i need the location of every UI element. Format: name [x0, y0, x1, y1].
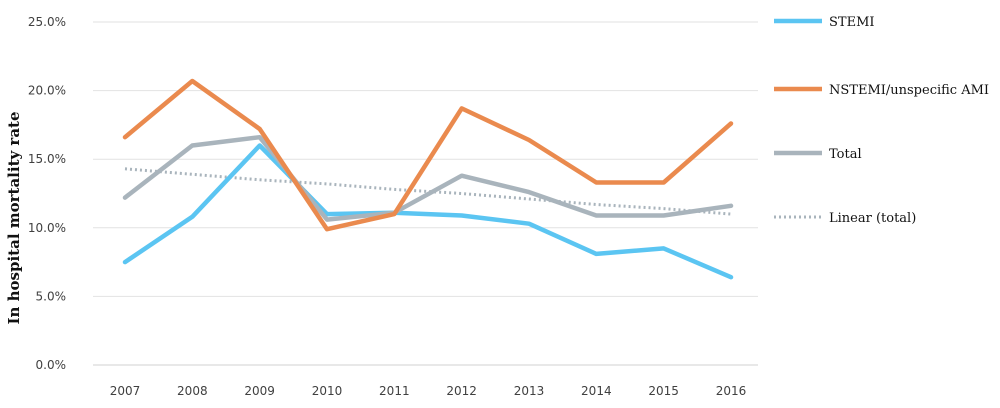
series-line-nstemi-unspecific-ami	[122, 78, 734, 232]
y-tick-label: 10.0%	[28, 221, 66, 235]
legend: STEMI NSTEMI/unspecific AMI Total Linear (t…	[774, 15, 989, 226]
x-tick-label: 2013	[514, 384, 545, 398]
x-tick-label: 2008	[177, 384, 208, 398]
y-tick-label: 5.0%	[36, 289, 67, 303]
legend-label: Total	[829, 147, 862, 162]
x-tick-label: 2009	[244, 384, 275, 398]
series-line-stemi	[122, 143, 734, 280]
legend-label: STEMI	[829, 15, 875, 30]
y-tick-label: 0.0%	[36, 358, 67, 372]
y-axis-title: In hospital mortality rate	[5, 111, 23, 324]
y-tick-label: 15.0%	[28, 152, 66, 166]
x-tick-label: 2012	[446, 384, 477, 398]
x-tick-label: 2015	[648, 384, 679, 398]
y-tick-label: 25.0%	[28, 15, 66, 29]
x-tick-label: 2014	[581, 384, 612, 398]
y-axis-ticks: 0.0% 5.0% 10.0% 15.0% 20.0% 25.0%	[28, 15, 66, 372]
x-tick-label: 2007	[110, 384, 141, 398]
x-tick-label: 2010	[312, 384, 343, 398]
x-tick-label: 2016	[716, 384, 747, 398]
x-tick-label: 2011	[379, 384, 410, 398]
series-line-linear-total	[124, 167, 732, 216]
series-line-total	[122, 134, 734, 222]
x-axis-ticks: 2007 2008 2009 2010 2011 2012 2013 2014 2015 2016	[110, 384, 747, 398]
legend-label: NSTEMI/unspecific AMI	[829, 83, 989, 98]
series-lines	[122, 78, 734, 280]
y-tick-label: 20.0%	[28, 84, 66, 98]
legend-label: Linear (total)	[829, 211, 916, 226]
